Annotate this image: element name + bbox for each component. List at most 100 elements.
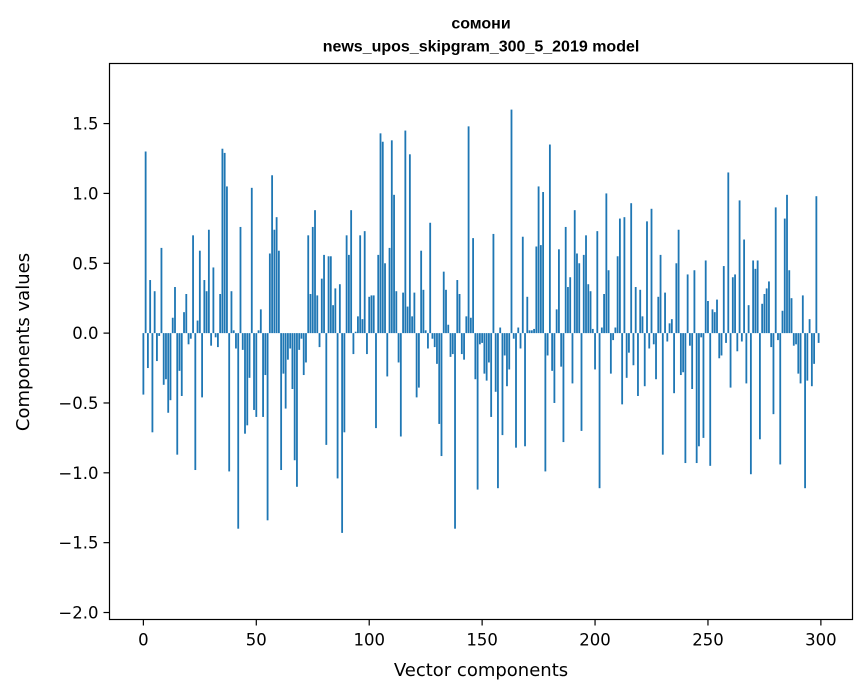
- bar-59: [275, 217, 278, 334]
- x-tick-label: 100: [353, 631, 385, 650]
- bar-136: [449, 333, 452, 357]
- bar-245: [695, 333, 698, 464]
- bar-204: [603, 294, 605, 334]
- bar-187: [564, 226, 567, 334]
- bar-32: [214, 333, 217, 338]
- bar-50: [255, 333, 258, 417]
- bar-206: [607, 270, 610, 334]
- bar-273: [759, 333, 761, 440]
- bar-147: [474, 333, 477, 380]
- bar-159: [501, 333, 504, 436]
- bar-279: [772, 333, 775, 415]
- bar-238: [679, 333, 682, 376]
- bar-184: [558, 249, 560, 334]
- x-tick-label: 0: [138, 631, 149, 650]
- y-axis-ticks: −2.0 −1.5 −1.0 −0.5 0.0 0.5 1.0 1.5: [58, 115, 110, 623]
- bar-246: [698, 333, 700, 447]
- bar-174: [535, 246, 538, 334]
- bar-249: [704, 260, 707, 334]
- bar-89: [343, 333, 346, 433]
- bar-92: [350, 210, 353, 334]
- bar-196: [585, 235, 587, 334]
- bar-14: [174, 287, 176, 334]
- bar-212: [621, 333, 624, 405]
- bar-130: [436, 333, 438, 364]
- bar-8: [160, 247, 163, 334]
- bar-262: [734, 274, 736, 334]
- bar-10: [165, 333, 167, 380]
- bar-103: [375, 333, 377, 429]
- y-tick-label: 0.5: [72, 254, 98, 273]
- bar-27: [203, 280, 206, 334]
- bar-270: [752, 260, 755, 334]
- bar-170: [526, 296, 529, 334]
- bar-16: [178, 333, 181, 371]
- bar-113: [397, 333, 400, 363]
- bar-69: [298, 333, 301, 350]
- bar-282: [779, 333, 782, 465]
- bar-234: [670, 319, 673, 334]
- bar-25: [198, 250, 201, 334]
- bar-114: [399, 333, 402, 437]
- bar-71: [302, 333, 305, 376]
- y-tick-label: −1.0: [58, 464, 98, 483]
- bar-189: [569, 277, 572, 334]
- bar-75: [311, 226, 314, 334]
- bar-78: [318, 333, 321, 348]
- bar-111: [393, 194, 395, 334]
- bar-140: [458, 294, 461, 334]
- bar-18: [183, 312, 185, 334]
- bar-86: [336, 333, 339, 479]
- bar-96: [359, 235, 362, 334]
- bar-214: [625, 333, 628, 378]
- bar-141: [460, 333, 463, 355]
- bar-271: [754, 268, 757, 334]
- bar-293: [804, 333, 806, 489]
- bar-225: [650, 208, 653, 334]
- bar-200: [594, 333, 596, 370]
- bar-294: [806, 333, 809, 381]
- bar-121: [415, 333, 418, 398]
- bar-123: [420, 250, 423, 334]
- bar-283: [781, 310, 784, 334]
- bar-3: [149, 280, 152, 334]
- bar-260: [729, 333, 732, 388]
- bar-82: [327, 256, 330, 334]
- bar-215: [628, 333, 630, 353]
- bar-256: [720, 333, 723, 356]
- chart-title-line1: сомони: [451, 16, 510, 33]
- bar-35: [221, 148, 224, 334]
- bar-40: [232, 330, 235, 334]
- bar-41: [235, 333, 237, 349]
- bar-257: [722, 266, 725, 334]
- bar-65: [289, 333, 292, 349]
- bar-239: [682, 333, 685, 373]
- bar-263: [736, 333, 739, 352]
- bar-230: [661, 333, 664, 455]
- bar-255: [718, 333, 721, 359]
- bar-157: [497, 333, 499, 489]
- bar-62: [282, 333, 285, 374]
- bar-250: [707, 300, 709, 334]
- bar-146: [472, 238, 474, 334]
- bar-277: [768, 281, 770, 334]
- bar-285: [786, 194, 788, 334]
- bar-150: [481, 333, 484, 343]
- bar-191: [573, 210, 576, 334]
- bar-37: [226, 186, 228, 334]
- bar-26: [201, 333, 203, 398]
- bar-195: [582, 254, 585, 334]
- bar-63: [284, 333, 287, 409]
- bar-119: [411, 316, 414, 334]
- bar-160: [503, 333, 506, 356]
- bar-151: [483, 333, 486, 374]
- bar-209: [614, 327, 617, 334]
- bar-125: [424, 330, 427, 334]
- bar-45: [244, 333, 246, 434]
- bar-211: [618, 218, 621, 334]
- bar-61: [280, 333, 283, 471]
- bar-178: [544, 333, 547, 472]
- bar-120: [413, 292, 416, 334]
- bar-122: [417, 333, 420, 388]
- bar-58: [273, 229, 276, 334]
